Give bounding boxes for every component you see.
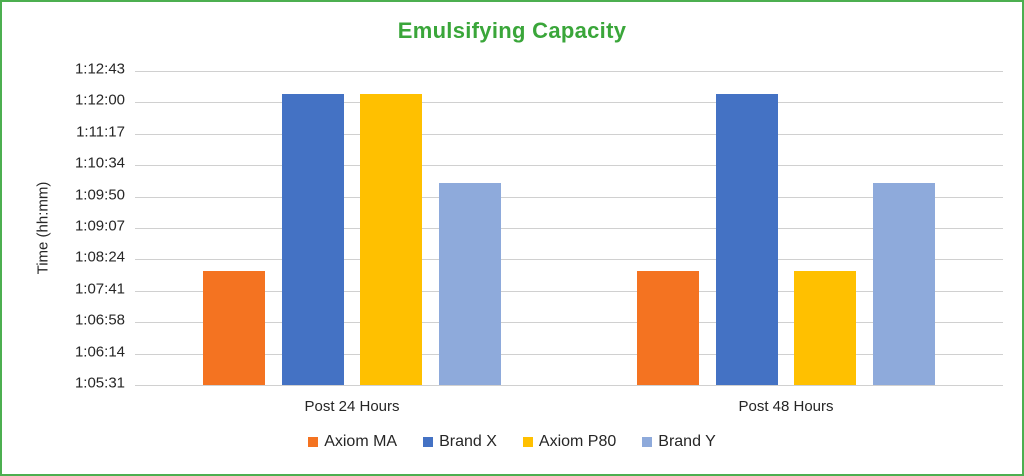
legend-label: Axiom MA bbox=[324, 433, 398, 450]
bar-brand-y bbox=[438, 182, 501, 385]
gridline bbox=[135, 385, 1003, 386]
y-tick-label: 1:12:43 bbox=[74, 60, 125, 78]
legend-item: Axiom MA bbox=[308, 433, 397, 451]
bar-axiom-ma bbox=[637, 270, 700, 385]
legend-label: Axiom P80 bbox=[538, 433, 617, 450]
gridline bbox=[135, 321, 1003, 323]
y-tick-label: 1:09:50 bbox=[74, 186, 125, 204]
bar-axiom-p80 bbox=[794, 270, 857, 385]
y-tick-label: 1:07:41 bbox=[74, 280, 125, 297]
gridline bbox=[135, 228, 1003, 229]
legend-label: Brand X bbox=[439, 433, 497, 450]
gridline bbox=[135, 196, 1003, 198]
gridline bbox=[135, 71, 1003, 72]
y-tick-label: 1:08:24 bbox=[74, 248, 125, 266]
bar-brand-y bbox=[872, 182, 935, 385]
y-tick-label: 1:09:07 bbox=[74, 217, 125, 235]
y-tick-label: 1:10:34 bbox=[74, 154, 125, 172]
legend-label: Brand Y bbox=[658, 433, 716, 450]
gridline bbox=[135, 290, 1003, 292]
gridline bbox=[135, 102, 1003, 104]
y-tick-label: 1:06:58 bbox=[74, 311, 125, 329]
gridline bbox=[135, 164, 1003, 166]
bar-axiom-p80 bbox=[360, 94, 423, 385]
legend: Axiom MA Brand X Axiom P80 Brand Y bbox=[2, 433, 1022, 451]
y-tick-label: 1:05:31 bbox=[74, 374, 125, 392]
x-category-label: Post 24 Hours bbox=[304, 398, 400, 415]
gridline bbox=[135, 259, 1003, 261]
legend-swatch-icon bbox=[642, 437, 653, 447]
y-tick-label: 1:06:14 bbox=[74, 343, 125, 361]
x-category-label: Post 48 Hours bbox=[738, 398, 834, 415]
legend-swatch-icon bbox=[308, 437, 319, 447]
legend-item: Brand X bbox=[423, 433, 497, 451]
plot-area bbox=[135, 71, 1003, 386]
gridline bbox=[135, 353, 1003, 355]
y-tick-label: 1:12:00 bbox=[74, 91, 125, 109]
gridline bbox=[135, 133, 1003, 135]
y-tick-label: 1:11:17 bbox=[76, 123, 125, 140]
legend-item: Axiom P80 bbox=[522, 433, 617, 451]
legend-swatch-icon bbox=[522, 437, 533, 447]
legend-item: Brand Y bbox=[642, 433, 716, 451]
legend-swatch-icon bbox=[423, 437, 434, 447]
bar-brand-x bbox=[281, 94, 344, 385]
chart-title: Emulsifying Capacity bbox=[397, 18, 627, 43]
bar-brand-x bbox=[715, 94, 778, 385]
bar-axiom-ma bbox=[203, 270, 266, 385]
